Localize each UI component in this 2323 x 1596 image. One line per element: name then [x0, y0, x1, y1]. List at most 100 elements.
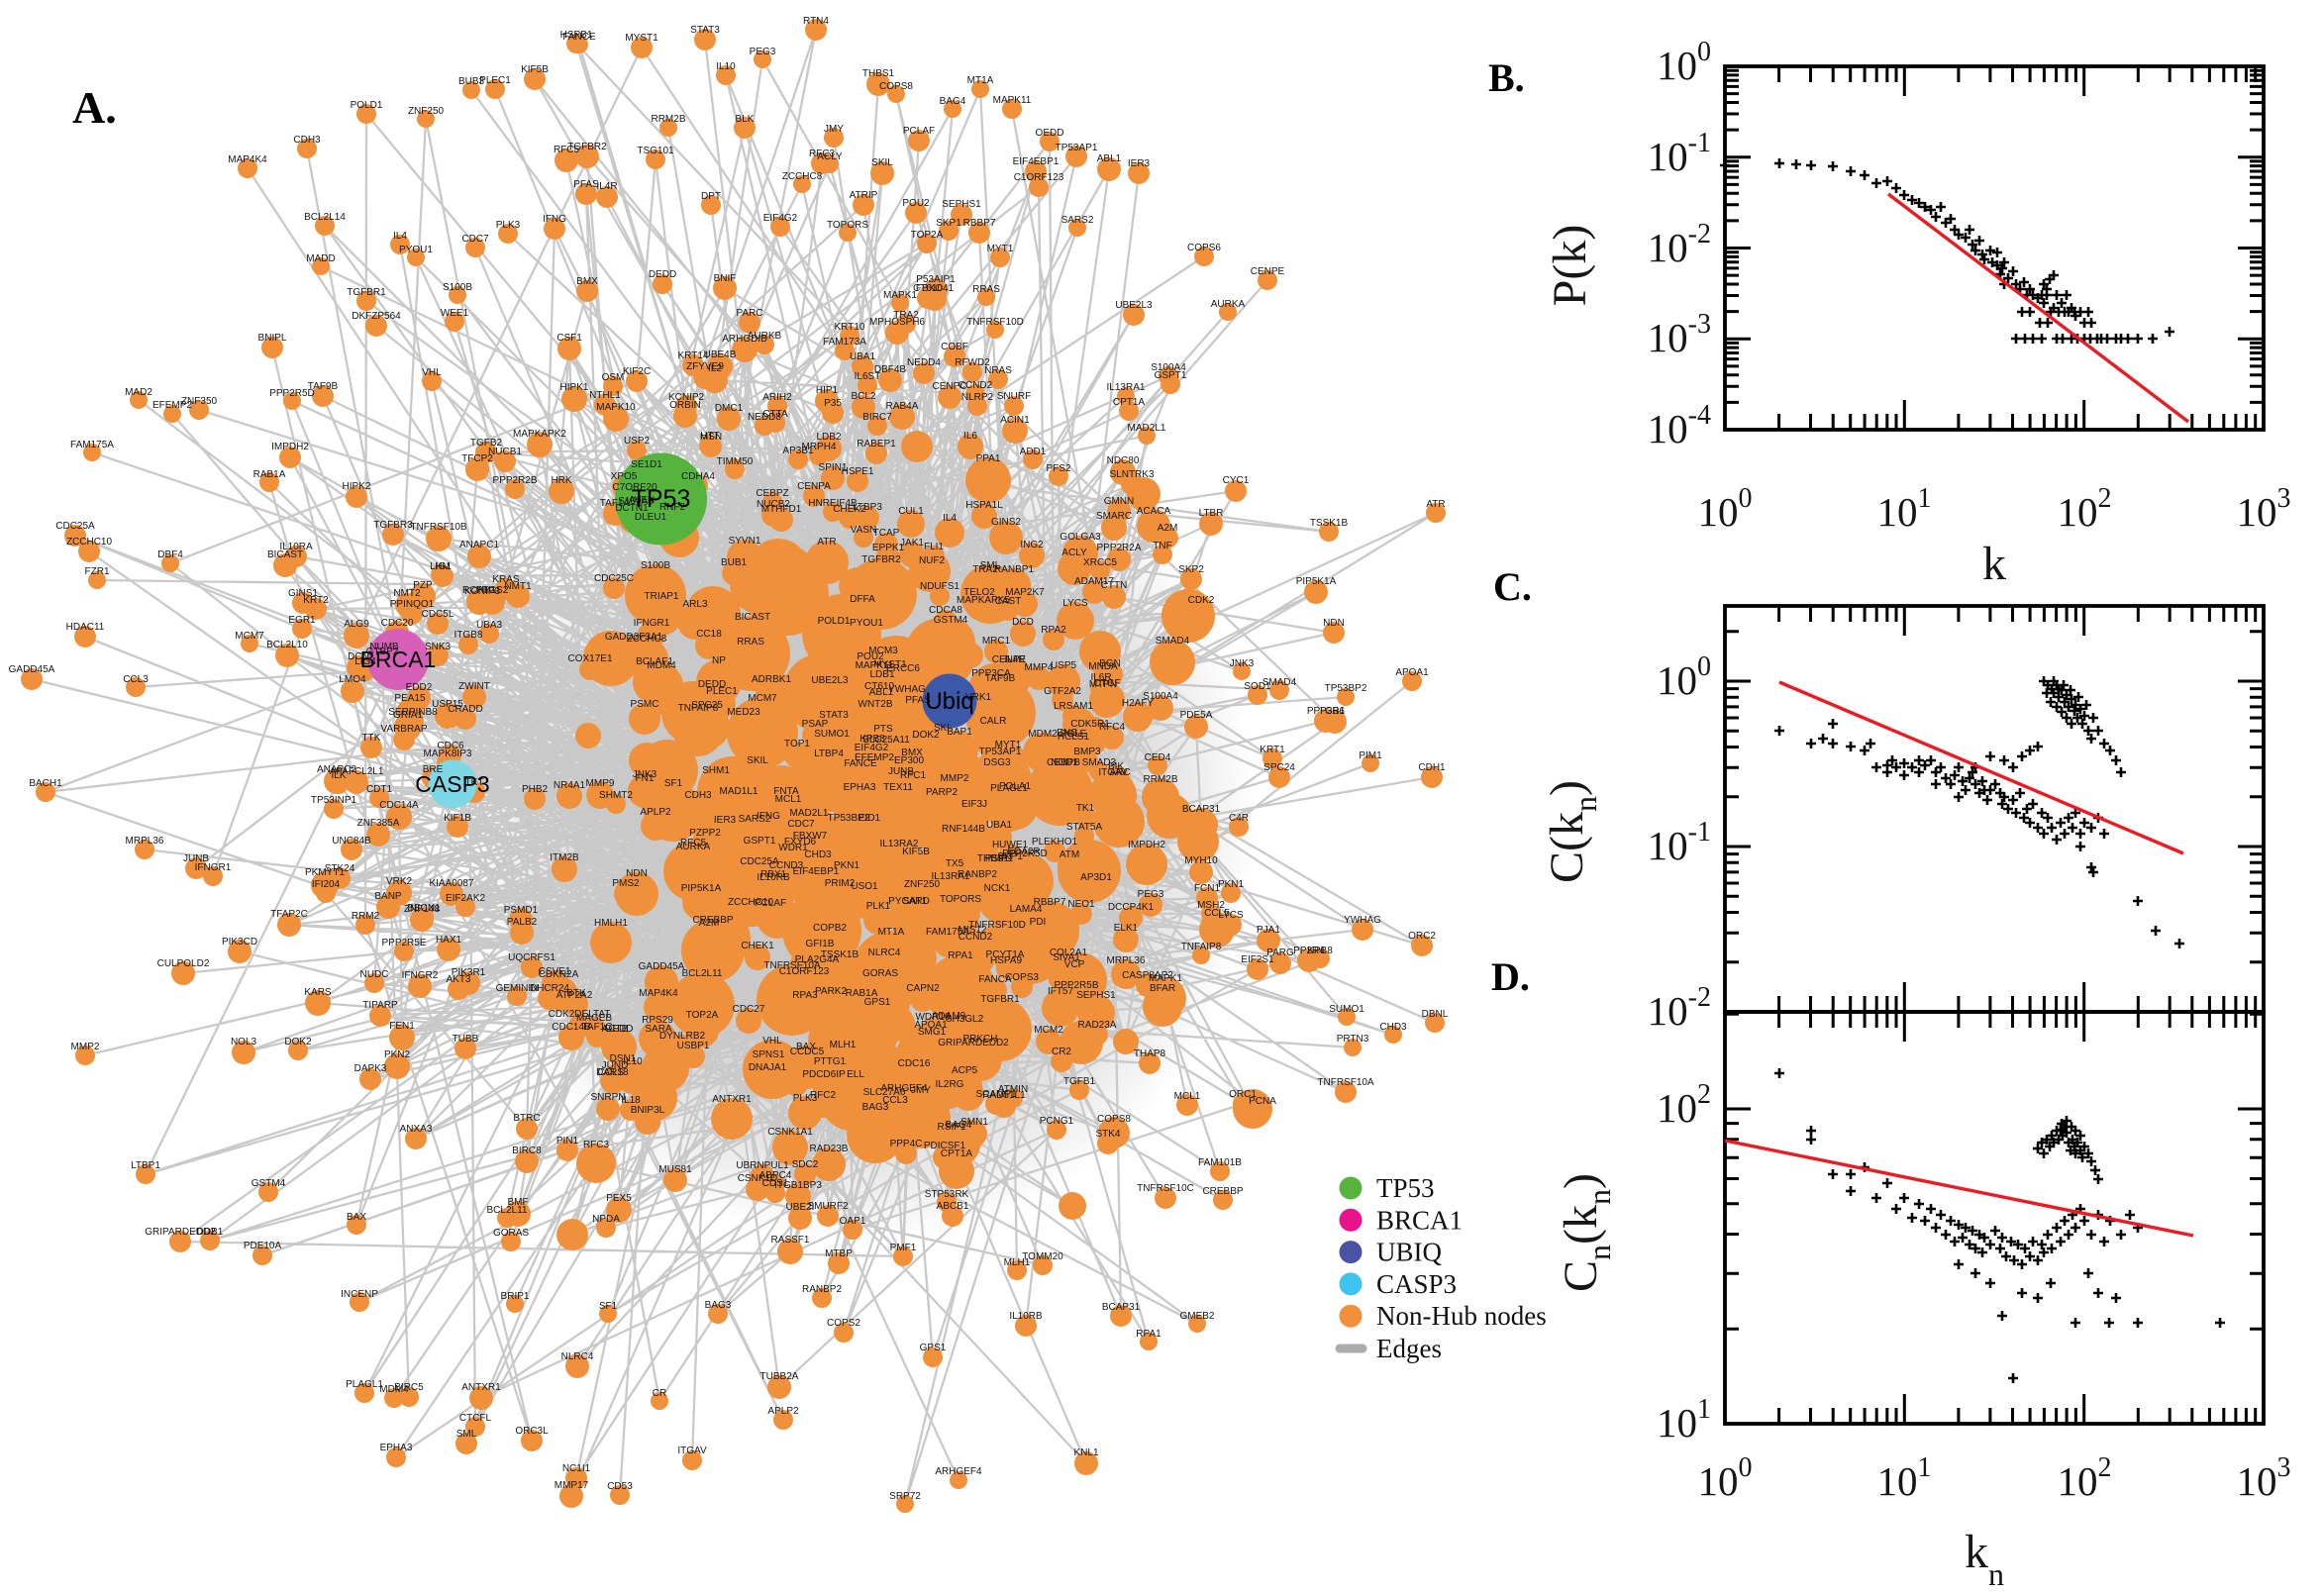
svg-text:JMY: JMY	[911, 1085, 931, 1096]
svg-text:MTHFD1: MTHFD1	[761, 504, 802, 515]
svg-text:PKN2: PKN2	[384, 1049, 411, 1060]
svg-text:ARL3: ARL3	[682, 599, 707, 610]
svg-text:LTBP1: LTBP1	[131, 1160, 160, 1171]
svg-text:VASN: VASN	[851, 525, 877, 536]
svg-text:BCAP31: BCAP31	[1182, 804, 1221, 815]
svg-text:RAD51L1: RAD51L1	[982, 1090, 1026, 1101]
svg-text:MCM7: MCM7	[748, 693, 777, 704]
svg-text:ZWINT: ZWINT	[458, 681, 490, 692]
svg-text:PKN1: PKN1	[1218, 879, 1245, 890]
svg-text:IL4R: IL4R	[596, 181, 617, 192]
svg-text:DDB1: DDB1	[197, 1227, 224, 1238]
svg-text:CPT1A: CPT1A	[941, 1148, 973, 1159]
svg-text:TP53INP1: TP53INP1	[311, 795, 357, 806]
svg-text:ORBIN: ORBIN	[669, 400, 701, 411]
svg-text:EDD2: EDD2	[406, 682, 433, 693]
svg-text:TNFRSF10C: TNFRSF10C	[1137, 1183, 1194, 1194]
svg-text:COPS2: COPS2	[827, 1318, 860, 1329]
svg-text:MAP4K4: MAP4K4	[639, 988, 678, 999]
svg-text:PFS2: PFS2	[1046, 463, 1070, 474]
svg-text:PCLAF: PCLAF	[755, 898, 786, 909]
svg-text:TNFRSF10B: TNFRSF10B	[410, 522, 467, 533]
svg-text:S100B: S100B	[641, 560, 670, 571]
svg-text:NC1I1: NC1I1	[562, 1463, 591, 1474]
svg-text:NLRC4: NLRC4	[868, 948, 901, 958]
svg-text:COL2A1: COL2A1	[1050, 948, 1088, 958]
svg-text:H2AFY: H2AFY	[1122, 698, 1155, 709]
svg-text:RPA1: RPA1	[948, 950, 973, 961]
svg-text:PPP3CA: PPP3CA	[971, 668, 1011, 679]
svg-text:ITGB8: ITGB8	[454, 630, 483, 641]
svg-text:IL10: IL10	[623, 1056, 643, 1067]
svg-text:UBIQ: UBIQ	[1376, 1238, 1442, 1267]
svg-text:NTHL1: NTHL1	[589, 390, 621, 401]
svg-text:MYT1: MYT1	[987, 244, 1014, 254]
svg-text:IFNG: IFNG	[757, 811, 780, 822]
svg-text:LIG4: LIG4	[354, 656, 376, 667]
svg-text:IFNGR2: IFNGR2	[402, 970, 439, 981]
svg-text:CDKN2A: CDKN2A	[539, 969, 579, 980]
svg-text:DARS: DARS	[596, 1067, 624, 1078]
svg-text:PDICSF1: PDICSF1	[924, 1141, 966, 1151]
svg-text:CALR: CALR	[980, 716, 1007, 727]
svg-text:BAG4: BAG4	[940, 96, 966, 107]
svg-text:COPS8: COPS8	[879, 81, 913, 92]
svg-text:HNREIF4B: HNREIF4B	[808, 498, 858, 509]
svg-text:BCL2L11: BCL2L11	[487, 1205, 528, 1216]
svg-text:FNTA: FNTA	[773, 786, 799, 797]
svg-text:CCND3: CCND3	[769, 860, 804, 871]
svg-text:BRE: BRE	[423, 764, 444, 775]
svg-text:TNFAIP8: TNFAIP8	[678, 703, 719, 714]
svg-text:XRCC5: XRCC5	[1083, 557, 1117, 568]
svg-text:k: k	[1982, 538, 2006, 590]
svg-text:HIPK1: HIPK1	[560, 382, 589, 393]
svg-text:OAP1: OAP1	[840, 1216, 866, 1227]
svg-text:PKN1: PKN1	[834, 860, 860, 871]
svg-text:CEBPB: CEBPB	[1047, 757, 1080, 768]
svg-text:MAPKAPK2: MAPKAPK2	[513, 429, 566, 440]
svg-text:CTGF: CTGF	[1093, 678, 1120, 689]
svg-text:DAPK3: DAPK3	[354, 1063, 387, 1074]
svg-text:PIM1: PIM1	[1359, 750, 1382, 761]
svg-text:NLRC4: NLRC4	[561, 1351, 594, 1362]
svg-text:UBRNPUL1: UBRNPUL1	[736, 1160, 789, 1171]
svg-text:VRK2: VRK2	[386, 876, 413, 887]
svg-text:CDK2DELTAT: CDK2DELTAT	[549, 1009, 611, 1020]
svg-text:MCM7: MCM7	[235, 631, 264, 642]
svg-text:EFEMP2: EFEMP2	[152, 400, 192, 411]
svg-text:POLA1: POLA1	[999, 781, 1032, 792]
svg-text:ZNF350: ZNF350	[181, 396, 218, 407]
svg-text:UBE2L3: UBE2L3	[1115, 300, 1153, 311]
svg-text:CDC14B: CDC14B	[552, 1022, 591, 1033]
svg-text:PPP2R5B: PPP2R5B	[1054, 980, 1098, 991]
svg-text:MDM4: MDM4	[379, 1384, 409, 1395]
svg-text:SMARC: SMARC	[1096, 511, 1132, 522]
svg-text:C1ORF123: C1ORF123	[1014, 172, 1064, 183]
svg-text:CCDC5: CCDC5	[790, 1047, 825, 1057]
svg-text:PLA2G4A: PLA2G4A	[795, 954, 840, 965]
svg-text:GSTM4: GSTM4	[934, 615, 968, 626]
svg-text:KIF5B: KIF5B	[902, 847, 930, 857]
svg-text:UBE2I: UBE2I	[786, 1202, 815, 1213]
svg-text:BUB3: BUB3	[458, 76, 485, 87]
svg-text:DEDD: DEDD	[698, 679, 726, 690]
svg-text:MADD: MADD	[306, 253, 335, 264]
svg-text:IL10RB: IL10RB	[757, 872, 790, 883]
svg-text:ATR: ATR	[817, 537, 836, 548]
svg-text:CC18: CC18	[696, 629, 722, 640]
svg-text:DYNLRB2: DYNLRB2	[659, 1031, 706, 1042]
svg-text:SMAD4: SMAD4	[1156, 636, 1190, 647]
svg-text:CENPC: CENPC	[932, 381, 966, 392]
svg-text:BECN1: BECN1	[407, 903, 441, 914]
svg-text:TNF: TNF	[1153, 541, 1171, 551]
svg-text:JUNB: JUNB	[183, 853, 209, 864]
svg-text:ARHGDIB: ARHGDIB	[722, 334, 767, 345]
svg-text:FXYD6: FXYD6	[784, 837, 817, 848]
svg-text:SPNS1: SPNS1	[753, 1049, 785, 1060]
svg-text:SH3GL2: SH3GL2	[946, 1014, 984, 1025]
svg-text:ZNF148: ZNF148	[404, 904, 441, 915]
svg-text:UBE2L3: UBE2L3	[811, 675, 849, 686]
svg-text:CRADD: CRADD	[448, 704, 483, 715]
svg-text:TUBB: TUBB	[453, 1034, 479, 1045]
svg-text:DCN: DCN	[348, 651, 369, 662]
